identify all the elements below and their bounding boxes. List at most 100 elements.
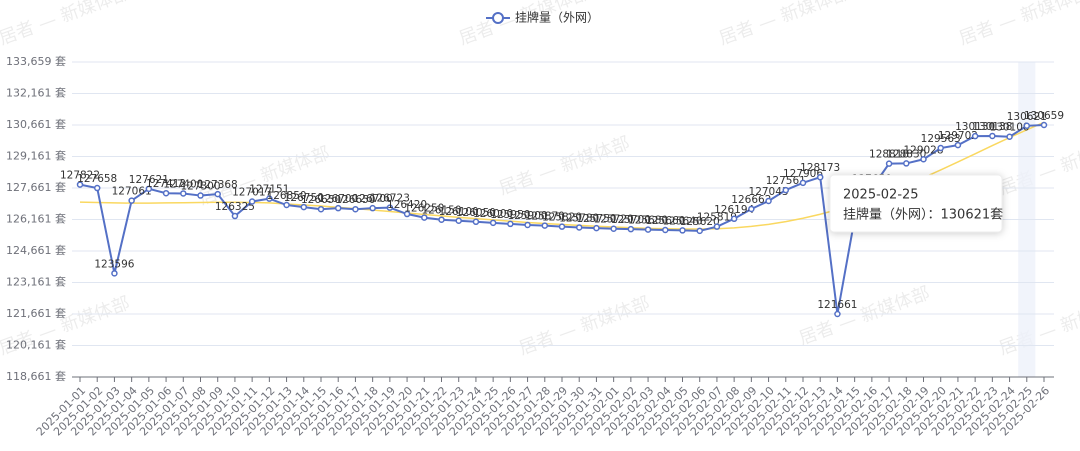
data-label: 126100 xyxy=(439,206,479,218)
data-label: 126723 xyxy=(370,193,410,205)
data-label: 128830 xyxy=(886,148,926,160)
watermark: 居者 — 新媒体部 xyxy=(796,283,932,350)
data-label: 127822 xyxy=(60,170,100,182)
data-point xyxy=(369,204,376,212)
data-point xyxy=(214,190,221,198)
data-point xyxy=(575,224,583,231)
data-point xyxy=(920,156,927,163)
data-point xyxy=(748,205,755,213)
data-label: 127151 xyxy=(249,184,289,196)
y-tick-label: 123,161 套 xyxy=(6,275,66,288)
data-point xyxy=(730,215,738,223)
data-label: 130621 xyxy=(1007,111,1047,123)
data-point xyxy=(989,132,996,140)
data-label: 125900 xyxy=(508,210,548,222)
data-label: 130659 xyxy=(1024,110,1064,122)
data-point xyxy=(352,205,359,213)
data-point xyxy=(248,198,256,205)
watermark: 居者 — 新媒体部 xyxy=(0,0,133,49)
data-label: 128818 xyxy=(869,149,909,161)
data-point xyxy=(489,219,497,227)
data-point xyxy=(438,216,445,223)
data-label: 125640 xyxy=(662,215,702,227)
tooltip-text: 挂牌量（外网）：130621套 xyxy=(843,207,1003,223)
data-point xyxy=(816,173,824,181)
data-point xyxy=(765,197,772,205)
data-label: 127061 xyxy=(112,186,152,198)
data-label: 125780 xyxy=(559,212,599,224)
data-point xyxy=(300,203,308,211)
y-tick-label: 133,659 套 xyxy=(6,55,66,68)
data-point xyxy=(971,132,979,140)
tooltip: 2025-02-25 挂牌量（外网）：130621套 xyxy=(829,174,1003,233)
watermark: 居者 — 新媒体部 xyxy=(516,293,652,360)
data-point xyxy=(713,223,721,230)
data-point xyxy=(266,195,273,202)
watermark: 居者 — 新媒体部 xyxy=(716,0,852,49)
data-label: 126250 xyxy=(404,203,444,215)
data-point xyxy=(903,160,910,167)
data-label: 127368 xyxy=(198,179,238,191)
data-point xyxy=(954,141,962,149)
data-point xyxy=(593,224,600,232)
data-label: 126050 xyxy=(456,207,496,219)
data-label: 127043 xyxy=(749,186,789,198)
data-label: 125820 xyxy=(542,212,582,224)
y-tick-label: 127,661 套 xyxy=(6,181,66,194)
data-point xyxy=(799,179,807,187)
data-label: 130138 xyxy=(972,121,1012,133)
legend-label: 挂牌量（外网） xyxy=(515,11,599,25)
data-label: 127658 xyxy=(77,173,117,185)
data-point xyxy=(93,184,101,192)
data-point xyxy=(834,310,841,318)
data-label: 127412 xyxy=(146,178,186,190)
data-point xyxy=(524,221,531,229)
data-point xyxy=(111,270,118,277)
data-point xyxy=(231,212,239,220)
tooltip-box xyxy=(829,174,1003,233)
data-label: 129702 xyxy=(938,130,978,142)
data-label: 126325 xyxy=(215,201,255,213)
data-point xyxy=(679,227,686,234)
watermark: 居者 — 新媒体部 xyxy=(496,133,632,200)
data-point xyxy=(403,210,411,218)
data-label: 128173 xyxy=(800,162,840,174)
data-point xyxy=(558,223,566,230)
data-label: 125680 xyxy=(628,215,668,227)
data-point xyxy=(421,214,428,221)
data-label: 130130 xyxy=(955,121,995,133)
y-tick-label: 129,161 套 xyxy=(6,149,66,162)
data-point xyxy=(1006,133,1013,140)
watermark: 居者 — 新媒体部 xyxy=(956,0,1080,49)
data-label: 125620 xyxy=(680,216,720,228)
data-label: 126000 xyxy=(473,208,513,220)
data-label: 125720 xyxy=(594,214,634,226)
data-label: 126650 xyxy=(301,194,341,206)
data-label: 125660 xyxy=(645,215,685,227)
data-label: 126700 xyxy=(318,193,358,205)
y-tick-label: 130,661 套 xyxy=(6,118,66,131)
data-label: 125870 xyxy=(525,211,565,223)
data-point xyxy=(162,189,170,197)
data-label: 126420 xyxy=(387,199,427,211)
data-point xyxy=(455,217,462,225)
data-point xyxy=(885,160,893,167)
watermark: 居者 — 新媒体部 xyxy=(996,133,1080,200)
watermark: 居者 — 新媒体部 xyxy=(456,0,592,49)
data-point xyxy=(1040,121,1048,129)
data-point xyxy=(782,186,790,194)
data-point xyxy=(145,185,153,193)
data-label: 126750 xyxy=(284,192,324,204)
data-label: 129563 xyxy=(921,133,961,145)
data-label: 129028 xyxy=(903,144,943,156)
y-tick-label: 120,161 套 xyxy=(6,338,66,351)
tooltip-title: 2025-02-25 xyxy=(843,188,919,203)
data-label: 126150 xyxy=(421,205,461,217)
data-label: 126700 xyxy=(353,193,393,205)
data-point xyxy=(128,197,135,204)
data-label: 127561 xyxy=(766,175,806,187)
data-label: 127017 xyxy=(232,187,272,199)
data-point xyxy=(283,201,290,209)
data-point xyxy=(507,220,514,228)
data-point xyxy=(317,205,325,213)
